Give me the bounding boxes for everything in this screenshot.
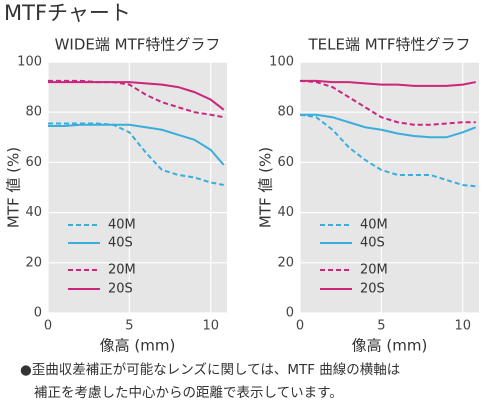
legend-label: 40S xyxy=(360,236,385,251)
y-tick-label: 20 xyxy=(25,255,42,270)
y-tick-label: 40 xyxy=(277,205,294,220)
y-tick-label: 100 xyxy=(269,55,294,70)
mtf-line xyxy=(300,113,477,139)
mtf-line xyxy=(48,122,224,186)
x-tick-label: 10 xyxy=(454,319,471,334)
chart-title: WIDE端 MTF特性グラフ xyxy=(55,36,221,54)
legend-label: 40S xyxy=(108,236,133,251)
y-tick-label: 0 xyxy=(34,306,42,321)
y-tick-label: 40 xyxy=(25,205,42,220)
legend-label: 20S xyxy=(108,282,133,297)
y-tick-label: 20 xyxy=(277,255,294,270)
y-tick-label: 60 xyxy=(277,155,294,170)
legend-label: 40M xyxy=(360,218,388,233)
legend-label: 40M xyxy=(108,218,136,233)
page-title: MTFチャート xyxy=(4,1,131,25)
mtf-line xyxy=(299,79,476,126)
y-axis-label: MTF 値 (%) xyxy=(257,147,275,228)
y-axis-label: MTF 値 (%) xyxy=(5,147,23,228)
mtf-line xyxy=(48,123,225,166)
x-tick-label: 10 xyxy=(202,319,219,334)
chart-title: TELE端 MTF特性グラフ xyxy=(308,36,471,54)
y-tick-label: 100 xyxy=(17,55,42,70)
plot-area xyxy=(48,62,227,313)
x-tick-label: 0 xyxy=(296,319,304,334)
x-axis-label: 像高 (mm) xyxy=(100,337,176,355)
mtf-line xyxy=(300,79,476,87)
x-tick-label: 0 xyxy=(44,319,52,334)
x-axis-label: 像高 (mm) xyxy=(352,337,428,355)
y-tick-label: 80 xyxy=(277,105,294,120)
y-tick-label: 0 xyxy=(286,306,294,321)
legend-label: 20S xyxy=(360,282,385,297)
plot-area xyxy=(300,62,479,313)
legend-label: 20M xyxy=(108,263,136,278)
mtf-line xyxy=(48,79,224,119)
footnote: 補正を考慮した中心からの距離で表示しています。 xyxy=(34,385,343,401)
y-tick-label: 80 xyxy=(25,105,42,120)
x-tick-label: 5 xyxy=(125,319,133,334)
y-tick-label: 60 xyxy=(25,155,42,170)
legend-label: 20M xyxy=(360,263,388,278)
footnote: ●歪曲収差補正が可能なレンズに関しては、MTF 曲線の横軸は xyxy=(20,362,400,378)
mtf-line xyxy=(299,113,476,188)
x-tick-label: 5 xyxy=(377,319,385,334)
mtf-line xyxy=(48,81,225,111)
